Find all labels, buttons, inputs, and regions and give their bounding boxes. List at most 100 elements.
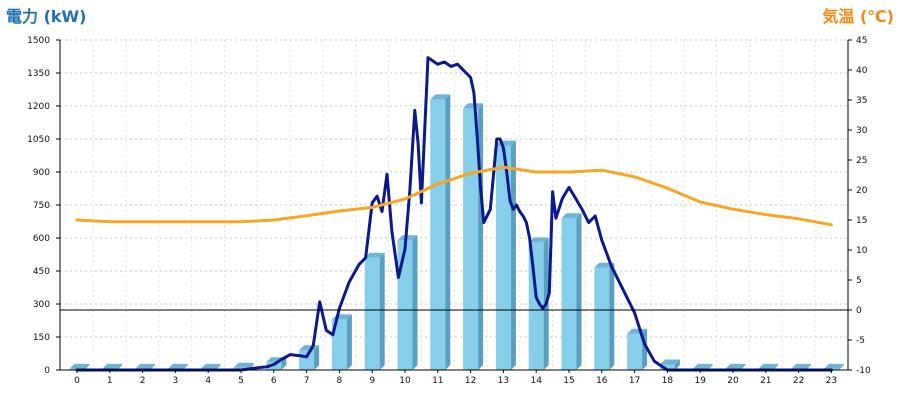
x-tick-label: 14 xyxy=(530,376,542,386)
bar-top xyxy=(528,237,549,243)
bar-side xyxy=(510,140,516,370)
bar-top xyxy=(397,235,418,241)
bar xyxy=(495,140,516,370)
x-tick-label: 18 xyxy=(662,376,674,386)
axes xyxy=(56,39,852,373)
x-tick-label: 9 xyxy=(369,376,375,386)
x-tick-label: 22 xyxy=(793,376,804,386)
tick-labels: 01503004506007509001050120013501500-10-5… xyxy=(27,36,871,386)
bar-front xyxy=(594,267,610,370)
bar-side xyxy=(117,363,123,370)
bar-series xyxy=(69,94,844,371)
x-tick-label: 2 xyxy=(140,376,146,386)
bar-top xyxy=(200,363,221,369)
grid-lines xyxy=(60,39,848,370)
bar-top xyxy=(69,363,90,369)
bar-front xyxy=(561,218,577,370)
bar-side xyxy=(609,262,615,370)
left-tick-label: 600 xyxy=(33,234,50,244)
left-tick-label: 750 xyxy=(33,201,50,211)
bar-top xyxy=(167,363,188,369)
x-tick-label: 10 xyxy=(399,376,411,386)
left-tick-label: 1500 xyxy=(27,36,50,46)
bar-side xyxy=(445,94,451,371)
bar-top xyxy=(692,363,713,369)
bar xyxy=(397,235,418,370)
bar-top xyxy=(561,213,582,219)
x-tick-label: 16 xyxy=(596,376,608,386)
x-tick-label: 3 xyxy=(173,376,179,386)
right-tick-label: 30 xyxy=(856,126,868,136)
bar-front xyxy=(299,350,315,370)
right-axis-title: 気温 (℃) xyxy=(822,7,894,26)
bar xyxy=(659,359,680,370)
bar-top xyxy=(430,94,451,100)
left-tick-label: 900 xyxy=(33,168,50,178)
x-tick-label: 11 xyxy=(432,376,443,386)
bar-top xyxy=(364,252,385,258)
left-tick-label: 0 xyxy=(44,366,50,376)
bar xyxy=(594,262,615,370)
x-tick-label: 12 xyxy=(465,376,476,386)
x-tick-label: 15 xyxy=(563,376,574,386)
right-tick-label: 5 xyxy=(856,276,862,286)
right-tick-label: 20 xyxy=(856,186,868,196)
bar-top xyxy=(823,363,844,369)
x-tick-label: 23 xyxy=(826,376,837,386)
x-tick-label: 6 xyxy=(271,376,277,386)
right-tick-label: 40 xyxy=(856,66,868,76)
x-tick-label: 21 xyxy=(760,376,771,386)
x-tick-label: 7 xyxy=(304,376,310,386)
bar-side xyxy=(773,363,779,370)
series-line xyxy=(75,165,833,227)
bar-top xyxy=(463,103,484,109)
bar-side xyxy=(314,345,320,370)
bar-side xyxy=(182,363,188,370)
bar-side xyxy=(707,363,713,370)
bar-side xyxy=(412,235,418,370)
bar-side xyxy=(806,363,812,370)
bar-top xyxy=(758,363,779,369)
right-tick-label: 45 xyxy=(856,36,867,46)
bar-side xyxy=(740,363,746,370)
bar xyxy=(299,345,320,370)
bar xyxy=(364,252,385,370)
bar-front xyxy=(430,99,446,371)
bar-top xyxy=(659,359,680,365)
bar-side xyxy=(674,359,680,370)
bar xyxy=(430,94,451,371)
left-tick-label: 150 xyxy=(33,333,50,343)
bar-top xyxy=(725,363,746,369)
bar-front xyxy=(659,364,675,370)
right-tick-label: 35 xyxy=(856,96,867,106)
right-tick-label: -5 xyxy=(856,336,865,346)
bar-side xyxy=(215,363,221,370)
x-tick-label: 17 xyxy=(629,376,640,386)
right-tick-label: 10 xyxy=(856,246,868,256)
left-tick-label: 450 xyxy=(33,267,50,277)
x-tick-label: 19 xyxy=(694,376,706,386)
bar-front xyxy=(364,257,380,370)
x-tick-label: 5 xyxy=(238,376,244,386)
bar-side xyxy=(150,363,156,370)
bar xyxy=(331,314,352,370)
bar-front xyxy=(627,333,643,370)
left-tick-label: 1350 xyxy=(27,69,50,79)
x-tick-label: 20 xyxy=(727,376,739,386)
bar-front xyxy=(331,319,347,370)
bar-side xyxy=(379,252,385,370)
bar-front xyxy=(495,145,511,370)
left-axis-title: 電力 (kW) xyxy=(6,7,87,26)
right-tick-label: 15 xyxy=(856,216,867,226)
bar xyxy=(561,213,582,370)
x-tick-label: 4 xyxy=(205,376,211,386)
right-tick-label: 25 xyxy=(856,156,867,166)
right-tick-label: 0 xyxy=(856,306,862,316)
bar-top xyxy=(102,363,123,369)
bar-top xyxy=(135,363,156,369)
line-series xyxy=(75,56,833,372)
x-tick-label: 13 xyxy=(498,376,509,386)
bar-front xyxy=(397,240,413,370)
x-tick-label: 0 xyxy=(74,376,80,386)
